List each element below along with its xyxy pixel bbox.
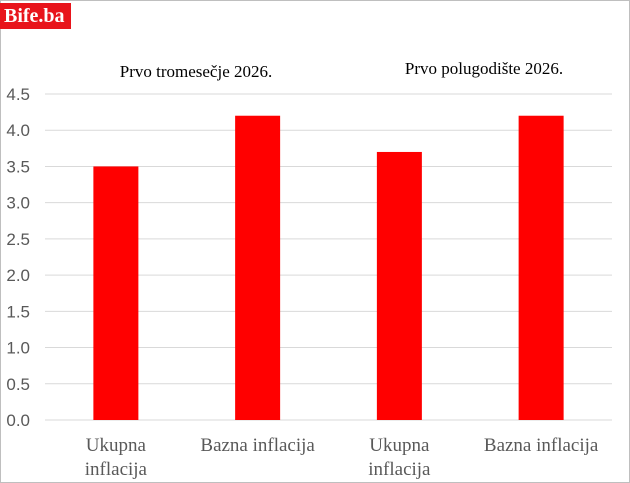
x-category-label: Ukupna inflacija bbox=[85, 435, 148, 480]
y-tick-label: 1.0 bbox=[6, 339, 30, 358]
y-tick-label: 1.5 bbox=[6, 302, 30, 321]
gridlines bbox=[45, 93, 612, 421]
x-category-label: Ukupna inflacija bbox=[368, 435, 431, 480]
y-tick-label: 2.5 bbox=[6, 230, 30, 249]
y-tick-label: 3.5 bbox=[6, 157, 30, 176]
y-tick-label: 4.0 bbox=[6, 121, 30, 140]
x-category-label: Bazna inflacija bbox=[200, 435, 315, 456]
y-tick-label: 4.5 bbox=[6, 85, 30, 104]
bar bbox=[93, 166, 139, 420]
annotation-h1: Prvo polugodište 2026. bbox=[405, 59, 563, 78]
bar bbox=[518, 115, 564, 420]
annotation-q1: Prvo tromesečje 2026. bbox=[120, 62, 273, 81]
y-tick-label: 0.5 bbox=[6, 375, 30, 394]
x-axis-categories: Ukupna inflacija Bazna inflacija Ukupna infl… bbox=[85, 435, 599, 480]
y-tick-label: 2.0 bbox=[6, 266, 30, 285]
y-axis-ticks: 0.0 0.5 1.0 1.5 2.0 2.5 3.0 3.5 4.0 4.5 bbox=[6, 85, 30, 430]
y-tick-label: 0.0 bbox=[6, 411, 30, 430]
y-tick-label: 3.0 bbox=[6, 194, 30, 213]
bars bbox=[93, 115, 564, 420]
x-category-label: Bazna inflacija bbox=[484, 435, 599, 456]
brand-logo: Bife.ba bbox=[0, 3, 71, 29]
bar bbox=[235, 115, 281, 420]
bar bbox=[376, 151, 422, 420]
